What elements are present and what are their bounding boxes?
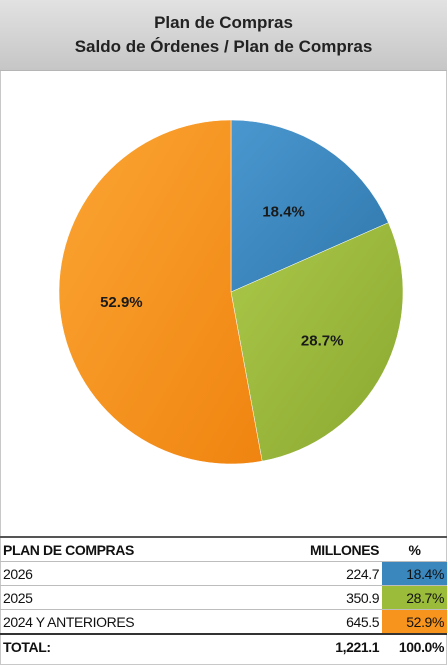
row-percent: 18.4% (382, 561, 447, 586)
row-millones: 350.9 (255, 585, 383, 610)
slice-2025-label: 28.7% (301, 332, 344, 349)
row-percent: 28.7% (382, 585, 447, 610)
chart-title: Plan de Compras (154, 13, 293, 32)
total-label: TOTAL: (0, 633, 256, 658)
summary-table: PLAN DE COMPRAS MILLONES % 2026 224.7 18… (0, 536, 447, 658)
slice-2024-y-anteriores-label: 52.9% (100, 294, 143, 311)
slice-2026 (230, 119, 389, 293)
row-percent: 52.9% (382, 609, 447, 634)
total-percent: 100.0% (382, 633, 447, 658)
row-millones: 645.5 (255, 609, 383, 634)
total-millones: 1,221.1 (255, 633, 383, 658)
chart-subtitle: Saldo de Órdenes / Plan de Compras (74, 37, 373, 56)
pie-chart: 18.4% 28.7% 52.9% (58, 119, 404, 465)
row-millones: 224.7 (255, 561, 383, 586)
row-label: 2024 Y ANTERIORES (0, 609, 256, 634)
table-header-row: PLAN DE COMPRAS MILLONES % (0, 536, 447, 562)
header-plan: PLAN DE COMPRAS (0, 536, 256, 562)
table-row: 2025 350.9 28.7% (0, 585, 447, 610)
table-row: 2024 Y ANTERIORES 645.5 52.9% (0, 609, 447, 634)
header-percent: % (382, 536, 447, 562)
pie-chart-area: 18.4% 28.7% 52.9% (0, 71, 447, 536)
table-total-row: TOTAL: 1,221.1 100.0% (0, 633, 447, 658)
row-label: 2026 (0, 561, 256, 586)
table-row: 2026 224.7 18.4% (0, 561, 447, 586)
slice-2025 (230, 222, 404, 462)
header-millones: MILLONES (255, 536, 383, 562)
slice-2024-y-anteriores (58, 119, 263, 465)
slice-2026-label: 18.4% (262, 203, 305, 220)
chart-header: Plan de Compras Saldo de Órdenes / Plan … (0, 0, 447, 71)
row-label: 2025 (0, 585, 256, 610)
